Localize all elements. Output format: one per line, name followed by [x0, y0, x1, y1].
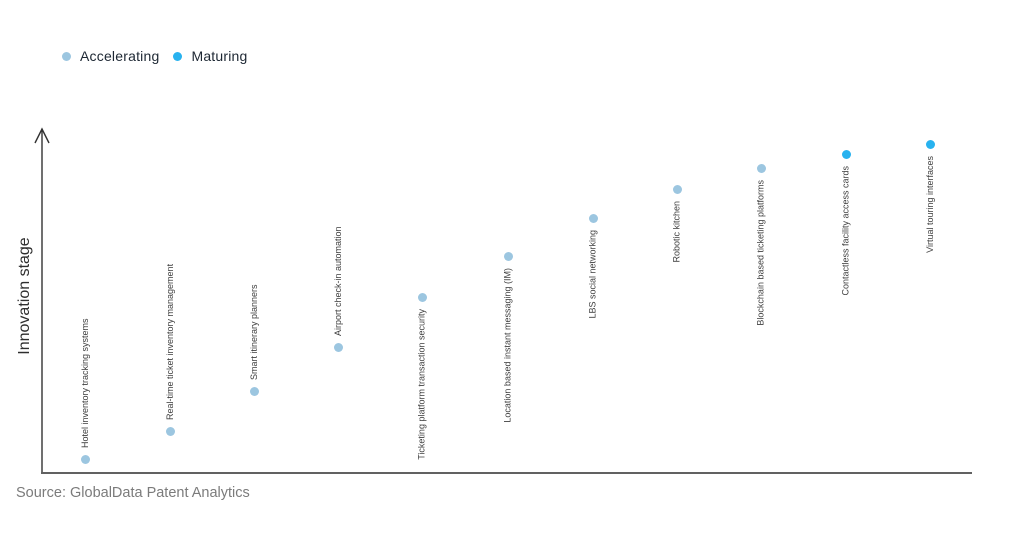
data-point-label: Ticketing platform transaction security	[417, 309, 427, 460]
source-text: Source: GlobalData Patent Analytics	[16, 485, 250, 501]
data-point	[417, 292, 427, 302]
data-point-label: LBS social networking	[588, 230, 598, 319]
data-point-label: Smart itinerary planners	[249, 284, 259, 380]
data-point	[80, 454, 90, 464]
data-point-label: Blockchain based ticketing platforms	[756, 180, 766, 326]
data-point-label: Hotel inventory tracking systems	[80, 318, 90, 448]
data-point	[756, 163, 766, 173]
data-point-label: Virtual touring interfaces	[925, 156, 935, 253]
data-point	[165, 426, 175, 436]
data-point	[672, 184, 682, 194]
data-point-label: Location based instant messaging (IM)	[503, 268, 513, 423]
data-point	[249, 386, 259, 396]
legend-label-accelerating: Accelerating	[80, 48, 160, 64]
data-point	[503, 251, 513, 261]
data-point	[841, 149, 851, 159]
data-point-label: Airport check-in automation	[333, 226, 343, 336]
legend-label-maturing: Maturing	[191, 48, 248, 64]
data-point-label: Contactless facility access cards	[841, 166, 851, 296]
data-point	[925, 139, 935, 149]
legend: Accelerating Maturing	[62, 48, 248, 64]
maturing-dot-icon	[173, 51, 183, 61]
data-point-label: Real-time ticket inventory management	[165, 263, 175, 420]
data-point	[588, 213, 598, 223]
legend-item-accelerating: Accelerating	[62, 48, 159, 64]
accelerating-dot-icon	[62, 51, 71, 61]
data-point-label: Robotic kitchen	[672, 201, 682, 263]
data-point	[333, 342, 343, 352]
legend-item-maturing: Maturing	[173, 48, 247, 64]
